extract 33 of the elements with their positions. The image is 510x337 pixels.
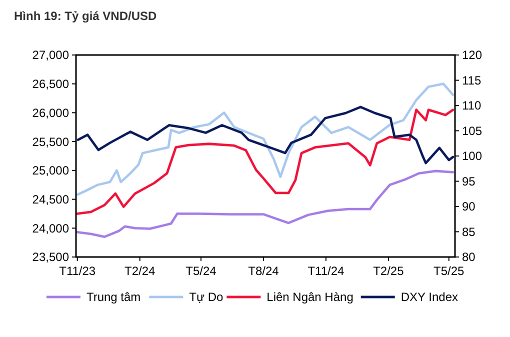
y-tick-label: 27,000 [32, 48, 70, 62]
y2-tick-label: 85 [462, 224, 476, 239]
x-tick-label: T5/25 [434, 264, 465, 278]
y-tick-label: 26,000 [32, 106, 70, 120]
x-tick-label: T5/24 [186, 264, 217, 278]
y2-tick-label: 90 [462, 200, 476, 214]
line-series [76, 82, 454, 196]
x-tick-label: T11/24 [308, 264, 345, 278]
y-tick-label: 26,500 [32, 77, 70, 92]
y2-tick-label: 120 [462, 48, 482, 62]
y2-tick-label: 80 [462, 250, 476, 264]
x-tick-label: T8/24 [248, 264, 280, 278]
y-tick-label: 23,500 [32, 250, 70, 264]
line-series [76, 108, 454, 215]
y2-tick-label: 100 [462, 149, 482, 164]
x-tick-label: T11/23 [59, 264, 96, 278]
y2-tick-label: 95 [462, 174, 476, 188]
x-tick-label: T2/24 [124, 264, 156, 278]
legend-label: Tự Do [189, 290, 224, 304]
y2-tick-label: 110 [462, 98, 482, 113]
y-tick-label: 25,000 [32, 164, 70, 178]
legend-label: DXY Index [400, 290, 458, 304]
y2-tick-label: 105 [462, 124, 482, 138]
chart-title: Hình 19: Tỷ giá VND/USD [14, 9, 158, 23]
legend-label: Trung tâm [86, 290, 141, 304]
y-tick-label: 24,500 [32, 192, 70, 206]
line-series [76, 170, 454, 238]
legend-label: Liên Ngân Hàng [266, 290, 354, 304]
line-series [76, 106, 454, 164]
y-tick-label: 25,500 [32, 134, 70, 149]
y-tick-label: 24,000 [32, 221, 70, 236]
y2-tick-label: 115 [462, 73, 482, 88]
x-tick-label: T2/25 [373, 264, 404, 278]
